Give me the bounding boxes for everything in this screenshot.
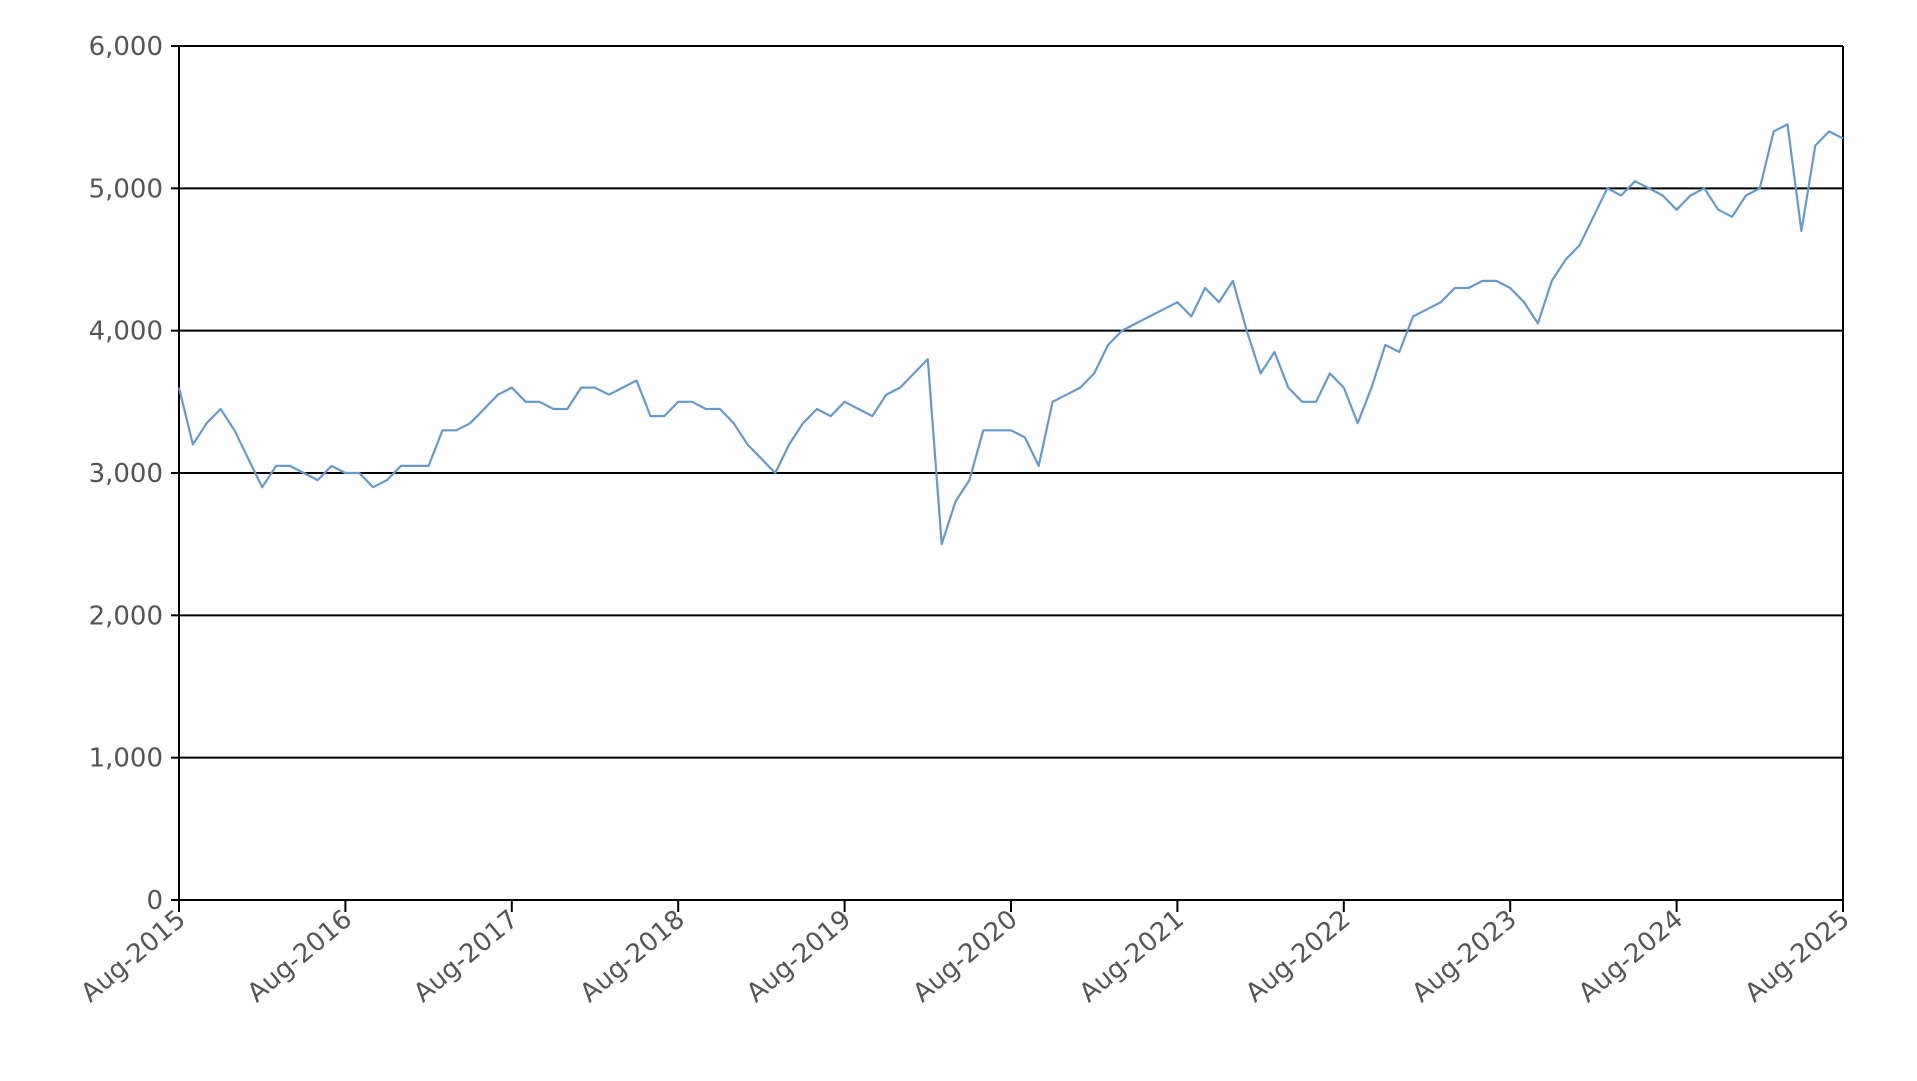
y-tick-label: 0 [146,886,163,916]
x-tick-label: Aug-2018 [575,904,691,1008]
series-line [177,123,1844,546]
y-tick-label: 5,000 [89,174,163,204]
x-tick-label: Aug-2016 [242,904,358,1008]
x-tick-label: Aug-2020 [907,904,1023,1008]
y-tick-label: 2,000 [89,601,163,631]
x-tick-label: Aug-2022 [1240,904,1356,1008]
y-tick-label: 1,000 [89,744,163,774]
x-tick-label: Aug-2015 [75,904,191,1008]
x-tick-label: Aug-2019 [741,904,857,1008]
y-tick-label: 3,000 [89,459,163,489]
y-tick-label: 4,000 [89,317,163,347]
x-tick-label: Aug-2023 [1407,904,1523,1008]
y-tick-label: 6,000 [89,32,163,62]
x-tick-label: Aug-2021 [1074,904,1190,1008]
x-tick-label: Aug-2017 [408,904,524,1008]
x-tick-label: Aug-2024 [1573,904,1689,1008]
x-tick-label: Aug-2025 [1739,904,1855,1008]
